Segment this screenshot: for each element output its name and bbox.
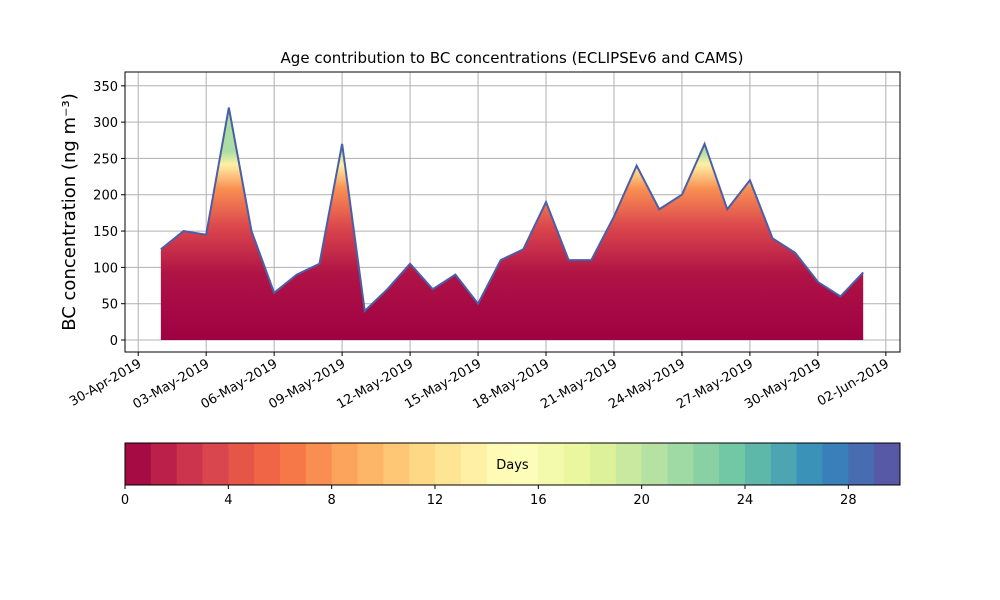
y-tick-label: 250 bbox=[93, 152, 118, 167]
x-tick-label: 27-May-2019 bbox=[674, 356, 756, 412]
x-tick-label: 24-May-2019 bbox=[606, 356, 688, 412]
colorbar-tick-label: 16 bbox=[530, 493, 547, 508]
x-tick-label: 12-May-2019 bbox=[334, 356, 416, 412]
colorbar-cell bbox=[176, 443, 203, 485]
colorbar-cell bbox=[150, 443, 178, 485]
x-tick-label: 30-May-2019 bbox=[742, 356, 824, 412]
y-axis-label: BC concentration (ng m⁻³) bbox=[59, 93, 80, 331]
x-tick-label: 06-May-2019 bbox=[198, 356, 280, 412]
colorbar-cell bbox=[822, 443, 849, 485]
colorbar-cell bbox=[874, 443, 901, 485]
colorbar-cell bbox=[125, 443, 152, 485]
y-tick-label: 300 bbox=[93, 116, 118, 131]
colorbar-cell bbox=[512, 443, 539, 485]
colorbar-cell bbox=[590, 443, 617, 485]
colorbar-cell bbox=[383, 443, 410, 485]
line bbox=[160, 107, 864, 314]
x-tick-label: 02-Jun-2019 bbox=[815, 356, 892, 409]
colorbar-cell bbox=[409, 443, 436, 485]
y-tick-label: 100 bbox=[93, 261, 118, 276]
colorbar-tick-label: 12 bbox=[427, 493, 444, 508]
colorbar-cell bbox=[280, 443, 307, 485]
colorbar-tick-label: 28 bbox=[840, 493, 857, 508]
y-tick-label: 0 bbox=[110, 334, 118, 349]
colorbar-cell bbox=[305, 443, 333, 485]
x-tick-label: 21-May-2019 bbox=[538, 356, 620, 412]
colorbar-tick-label: 20 bbox=[633, 493, 650, 508]
colorbar-cell bbox=[770, 443, 798, 485]
colorbar-cell bbox=[693, 443, 720, 485]
colorbar-cell bbox=[641, 443, 668, 485]
colorbar-frame bbox=[124, 442, 901, 486]
colorbar-cell bbox=[435, 443, 462, 485]
x-tick-label: 15-May-2019 bbox=[402, 356, 484, 412]
colorbar-cell bbox=[745, 443, 772, 485]
colorbar-cell bbox=[719, 443, 746, 485]
y-tick-label: 150 bbox=[93, 225, 118, 240]
x-tick-label: 03-May-2019 bbox=[131, 356, 213, 412]
colorbar-cell bbox=[667, 443, 694, 485]
y-tick-label: 50 bbox=[101, 298, 118, 313]
colorbar-tick-label: 4 bbox=[224, 493, 232, 508]
colorbar-tick-label: 0 bbox=[121, 493, 129, 508]
colorbar-label: Days bbox=[496, 458, 529, 473]
area bbox=[160, 107, 864, 341]
colorbar-tick-label: 8 bbox=[328, 493, 336, 508]
colorbar-cell bbox=[615, 443, 643, 485]
colorbar-cell bbox=[796, 443, 823, 485]
colorbar-cell bbox=[848, 443, 875, 485]
chart-title: Age contribution to BC concentrations (E… bbox=[281, 49, 744, 67]
colorbar-cell bbox=[254, 443, 281, 485]
colorbar-cell bbox=[538, 443, 565, 485]
colorbar-cell bbox=[460, 443, 488, 485]
colorbar-cell bbox=[357, 443, 384, 485]
plot-frame bbox=[124, 71, 901, 353]
colorbar-tick-label: 24 bbox=[737, 493, 754, 508]
colorbar-cell bbox=[228, 443, 255, 485]
x-tick-label: 18-May-2019 bbox=[470, 356, 552, 412]
y-tick-label: 350 bbox=[93, 80, 118, 95]
x-tick-label: 09-May-2019 bbox=[266, 356, 348, 412]
colorbar-cell bbox=[202, 443, 229, 485]
colorbar-cell bbox=[486, 443, 513, 485]
y-tick-label: 200 bbox=[93, 189, 118, 204]
colorbar-cell bbox=[331, 443, 358, 485]
colorbar-cell bbox=[564, 443, 591, 485]
